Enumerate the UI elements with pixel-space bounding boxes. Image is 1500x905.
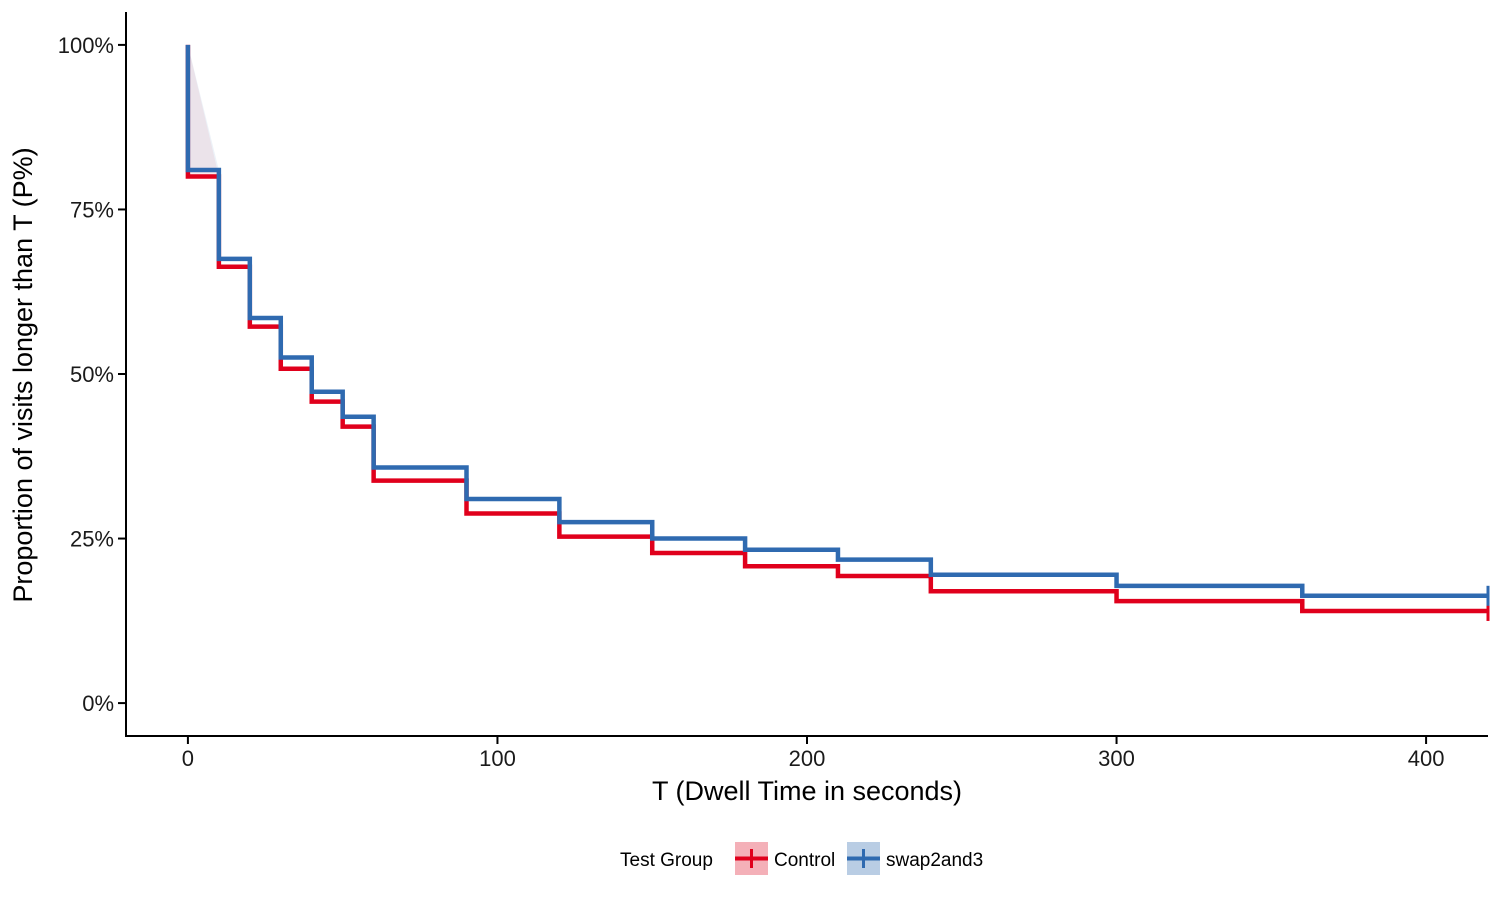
ribbon-control [187, 44, 219, 177]
legend: Test Group Control swap2and3 [620, 842, 983, 875]
y-tick-label: 75% [70, 197, 114, 222]
legend-label-control: Control [774, 850, 835, 871]
plot-area [185, 44, 1490, 621]
y-tick-label: 50% [70, 362, 114, 387]
x-tick-label: 0 [182, 746, 194, 771]
y-tick-label: 25% [70, 527, 114, 552]
y-axis-title: Proportion of visits longer than T (P%) [8, 147, 38, 602]
series-line-swap2and3 [185, 44, 1488, 599]
x-tick-label: 300 [1098, 746, 1135, 771]
y-axis-ticks: 0% 25% 50% 75% 100% [58, 33, 126, 716]
y-tick-label: 100% [58, 33, 114, 58]
series-line-control [185, 44, 1488, 614]
x-axis-ticks: 0 100 200 300 400 [182, 736, 1445, 771]
x-tick-label: 400 [1408, 746, 1445, 771]
y-tick-label: 0% [82, 691, 114, 716]
legend-label-swap2and3: swap2and3 [886, 850, 983, 871]
x-tick-label: 200 [789, 746, 826, 771]
x-axis-title: T (Dwell Time in seconds) [652, 776, 962, 806]
x-tick-label: 100 [479, 746, 516, 771]
ribbon-swap2and3 [187, 44, 219, 170]
legend-title: Test Group [620, 850, 713, 871]
